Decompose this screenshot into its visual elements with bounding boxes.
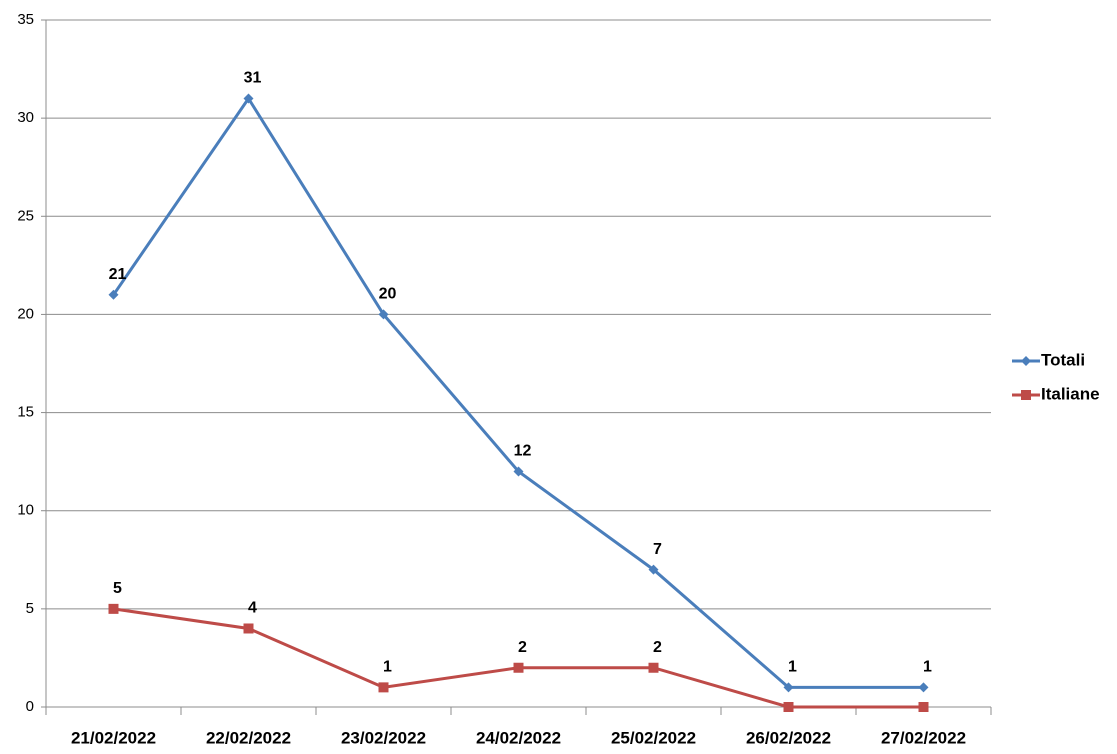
marker xyxy=(648,564,659,575)
y-tick-label: 25 xyxy=(17,207,34,224)
x-tick-label: 26/02/2022 xyxy=(746,728,831,747)
y-tick-label: 15 xyxy=(17,404,34,421)
data-label: 2 xyxy=(518,639,527,656)
data-label: 31 xyxy=(244,70,262,87)
y-tick-label: 35 xyxy=(17,11,34,28)
marker xyxy=(918,682,929,693)
data-label: 21 xyxy=(109,266,127,283)
x-tick-label: 21/02/2022 xyxy=(71,728,156,747)
series-line xyxy=(112,95,924,689)
data-label: 1 xyxy=(923,659,932,676)
marker xyxy=(108,603,119,614)
marker xyxy=(648,662,659,673)
marker xyxy=(243,93,254,104)
legend-label: Italiane xyxy=(1041,384,1100,403)
y-tick-label: 10 xyxy=(17,502,34,519)
marker xyxy=(918,702,929,712)
marker xyxy=(1021,356,1031,366)
series-line xyxy=(113,607,924,709)
x-tick-label: 23/02/2022 xyxy=(341,728,426,747)
data-label: 1 xyxy=(788,659,797,676)
y-tick-label: 5 xyxy=(26,600,34,617)
data-label: 7 xyxy=(653,541,662,558)
x-tick-label: 25/02/2022 xyxy=(611,728,696,747)
y-tick-label: 20 xyxy=(17,305,34,322)
data-label: 4 xyxy=(248,600,257,617)
x-tick-label: 27/02/2022 xyxy=(881,728,966,747)
marker xyxy=(108,289,119,300)
marker xyxy=(1021,390,1031,400)
y-tick-label: 0 xyxy=(26,698,34,715)
marker xyxy=(243,623,254,634)
data-label: 12 xyxy=(514,443,532,460)
data-label: 1 xyxy=(383,659,392,676)
x-tick-label: 24/02/2022 xyxy=(476,728,561,747)
legend-label: Totali xyxy=(1041,350,1085,369)
data-label: 2 xyxy=(653,639,662,656)
x-tick-label: 22/02/2022 xyxy=(206,728,291,747)
marker xyxy=(783,702,794,712)
y-tick-label: 30 xyxy=(17,109,34,126)
data-label: 20 xyxy=(379,286,397,303)
marker xyxy=(513,466,524,477)
marker xyxy=(378,682,389,693)
marker xyxy=(513,662,524,673)
marker xyxy=(783,682,794,693)
marker xyxy=(378,309,389,320)
data-label: 5 xyxy=(113,580,122,597)
